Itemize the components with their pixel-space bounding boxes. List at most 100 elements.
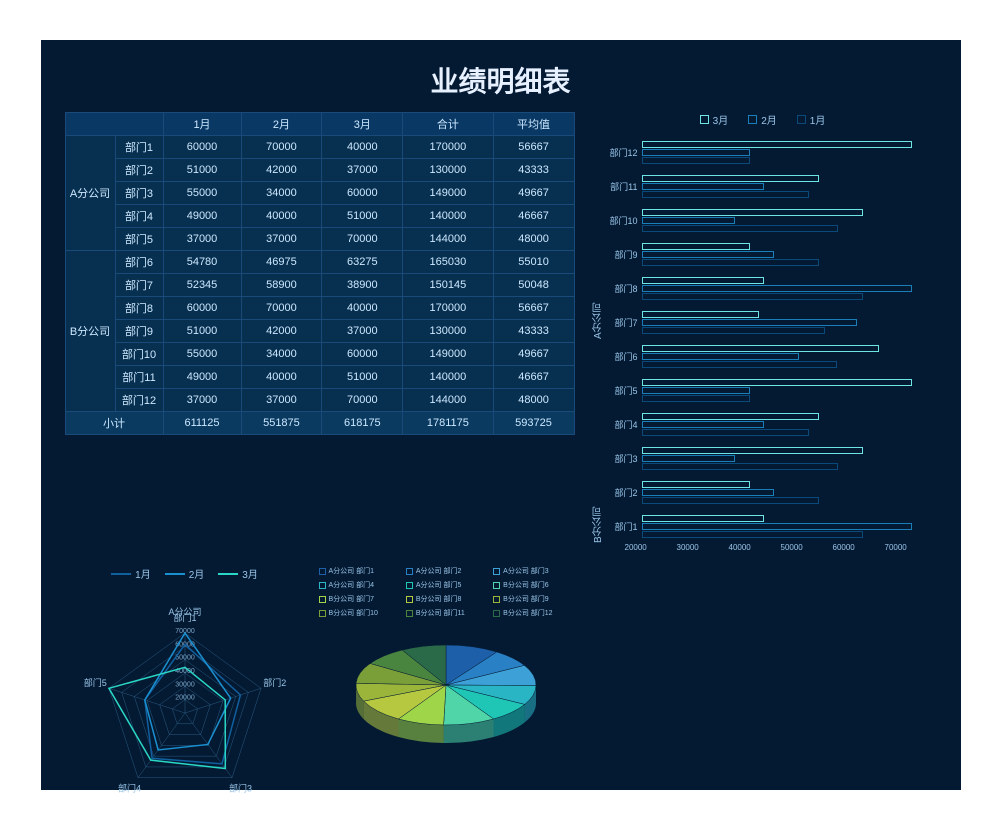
table-row: 部门1149000400005100014000046667 (65, 366, 574, 389)
table-row: A分公司部门160000700004000017000056667 (65, 136, 574, 159)
bar (642, 157, 750, 164)
bar (642, 489, 775, 496)
dept-cell: 部门9 (115, 320, 163, 343)
num-cell: 42000 (241, 320, 322, 343)
num-cell: 51000 (322, 366, 403, 389)
svg-text:部门5: 部门5 (83, 677, 106, 688)
bar-row-label: 部门4 (608, 418, 642, 431)
bar-ylabels: B分公司A分公司 (589, 135, 608, 543)
bar (642, 243, 750, 250)
num-cell: 37000 (241, 389, 322, 412)
bar (642, 141, 912, 148)
bar (642, 183, 765, 190)
bar-chart: 3月2月1月 B分公司A分公司部门12部门11部门10部门9部门8部门7部门6部… (589, 112, 937, 552)
dashboard: 业绩明细表 1月 2月 3月 合计 平均值 A分公司部门160000700004… (41, 40, 961, 790)
bar-bars (642, 237, 937, 271)
num-cell: 55000 (163, 182, 241, 205)
num-cell: 70000 (241, 136, 322, 159)
bar (642, 481, 750, 488)
legend-item: 2月 (748, 112, 777, 127)
num-cell: 55010 (493, 251, 574, 274)
bar-row: 部门4 (608, 407, 937, 441)
bar (642, 515, 765, 522)
bar-rows: 部门12部门11部门10部门9部门8部门7部门6部门5部门4部门3部门2部门1 (608, 135, 937, 543)
num-cell: 170000 (403, 136, 493, 159)
legend-item: A分公司 部门2 (406, 566, 485, 576)
subtotal-row: 小计6111255518756181751781175593725 (65, 412, 574, 435)
row-2: 1月2月3月 部门1部门2部门3部门4部门5A分公司70000600005000… (65, 566, 937, 825)
num-cell: 49667 (493, 182, 574, 205)
bar (642, 209, 863, 216)
num-cell: 42000 (241, 159, 322, 182)
bar-row-label: 部门8 (608, 282, 642, 295)
num-cell: 70000 (322, 228, 403, 251)
num-cell: 170000 (403, 297, 493, 320)
num-cell: 40000 (241, 366, 322, 389)
legend-item: B分公司 部门6 (493, 580, 572, 590)
dept-cell: 部门3 (115, 182, 163, 205)
bar-bars (642, 135, 937, 169)
bar (642, 387, 750, 394)
legend-item: B分公司 部门11 (406, 608, 485, 618)
bar (642, 225, 839, 232)
bar (642, 395, 750, 402)
bar-bars (642, 203, 937, 237)
svg-text:A分公司: A分公司 (168, 607, 201, 617)
table-row: 部门1055000340006000014900049667 (65, 343, 574, 366)
num-cell: 58900 (241, 274, 322, 297)
svg-text:部门3: 部门3 (228, 783, 251, 794)
num-cell: 40000 (241, 205, 322, 228)
table-row: B分公司部门654780469756327516503055010 (65, 251, 574, 274)
bar-bars (642, 509, 937, 543)
num-cell: 144000 (403, 228, 493, 251)
th-blank (65, 113, 163, 136)
table-row: 部门251000420003700013000043333 (65, 159, 574, 182)
table-row: 部门449000400005100014000046667 (65, 205, 574, 228)
pie-svg (336, 630, 556, 760)
legend-item: 2月 (165, 566, 205, 581)
num-cell: 130000 (403, 320, 493, 343)
bar-row-label: 部门11 (608, 180, 642, 193)
num-cell: 130000 (403, 159, 493, 182)
bar-area: B分公司A分公司部门12部门11部门10部门9部门8部门7部门6部门5部门4部门… (589, 135, 937, 543)
dept-cell: 部门1 (115, 136, 163, 159)
num-cell: 46975 (241, 251, 322, 274)
xtick: 70000 (885, 543, 937, 552)
bar-row-label: 部门12 (608, 146, 642, 159)
num-cell: 46667 (493, 205, 574, 228)
bar (642, 361, 838, 368)
bar-row: 部门2 (608, 475, 937, 509)
bar-bars (642, 169, 937, 203)
bar (642, 413, 819, 420)
page-title: 业绩明细表 (65, 60, 937, 100)
table-row: 部门355000340006000014900049667 (65, 182, 574, 205)
legend-item: 1月 (797, 112, 826, 127)
legend-item: 1月 (111, 566, 151, 581)
bar-row-label: 部门5 (608, 384, 642, 397)
num-cell: 60000 (322, 182, 403, 205)
bar-bars (642, 373, 937, 407)
num-cell: 51000 (322, 205, 403, 228)
legend-item: B分公司 部门10 (319, 608, 398, 618)
num-cell: 60000 (322, 343, 403, 366)
num-cell: 34000 (241, 182, 322, 205)
bar (642, 421, 765, 428)
dept-cell: 部门5 (115, 228, 163, 251)
table-row: 部门860000700004000017000056667 (65, 297, 574, 320)
subtotal-cell: 593725 (493, 412, 574, 435)
svg-text:20000: 20000 (175, 695, 195, 702)
dept-cell: 部门7 (115, 274, 163, 297)
subtotal-cell: 618175 (322, 412, 403, 435)
bar-bars (642, 475, 937, 509)
num-cell: 34000 (241, 343, 322, 366)
bar-bars (642, 271, 937, 305)
legend-item: B分公司 部门12 (493, 608, 572, 618)
row-1: 1月 2月 3月 合计 平均值 A分公司部门160000700004000017… (65, 112, 937, 552)
num-cell: 48000 (493, 228, 574, 251)
bar-row-label: 部门6 (608, 350, 642, 363)
bar (642, 277, 765, 284)
bar (642, 455, 735, 462)
num-cell: 51000 (163, 159, 241, 182)
bar-row: 部门10 (608, 203, 937, 237)
legend-item: B分公司 部门9 (493, 594, 572, 604)
